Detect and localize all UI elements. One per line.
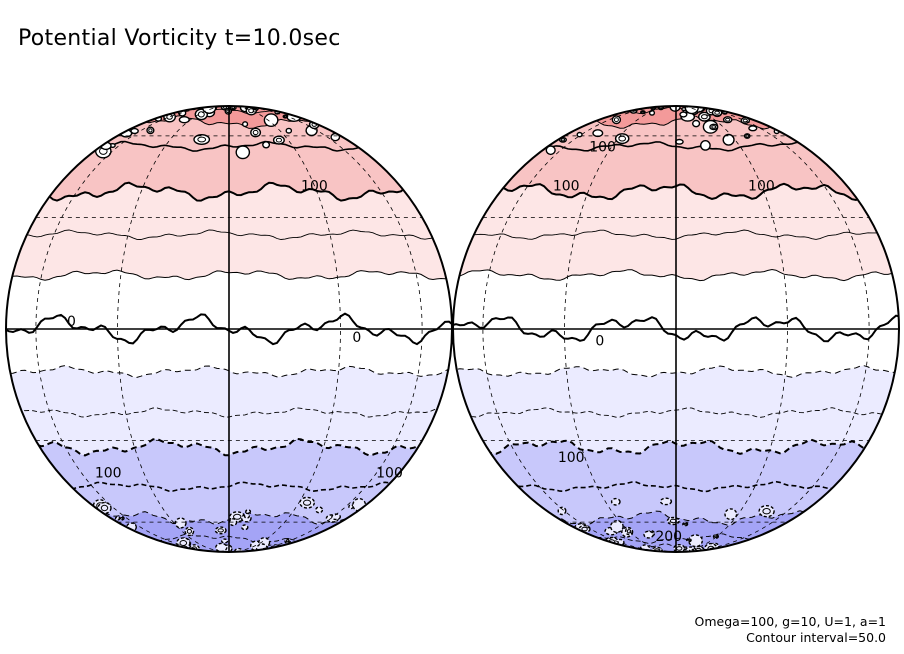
positive-eddy-contour [675, 138, 684, 145]
eddy-inner-contour [581, 526, 588, 532]
positive-eddy-contour [614, 133, 630, 145]
graticule-meridian [228, 106, 341, 552]
contour-value-label: 100 [376, 465, 403, 481]
eddy-inner-contour [217, 528, 224, 533]
contour-value-label: 100 [748, 179, 775, 195]
negative-eddy-contour [758, 505, 775, 518]
eddy-inner-contour [197, 136, 207, 143]
positive-eddy-contour [146, 126, 155, 135]
positive-eddy-contour [272, 135, 285, 145]
negative-eddy-contour [557, 506, 567, 516]
negative-eddy-contour [215, 542, 228, 552]
eddy-inner-contour [233, 513, 242, 520]
contour-value-label: 200 [655, 529, 682, 545]
positive-eddy-contour [262, 141, 271, 149]
eddy-inner-contour [252, 129, 259, 136]
eddy-inner-contour [711, 125, 717, 129]
negative-eddy-contour [643, 530, 654, 539]
eddy-inner-contour [148, 128, 153, 133]
negative-eddy-contour [666, 516, 680, 526]
positive-eddy-contour [679, 111, 688, 118]
negative-eddy-contour [315, 506, 324, 514]
globe-right-labels: 100 100 100 0 100 200 [553, 139, 775, 545]
contour-value-label: 0 [67, 314, 76, 330]
contour-value-label: 100 [301, 179, 328, 195]
globe-left-axes [6, 106, 452, 552]
negative-eddy-contour [659, 497, 673, 506]
eddy-inner-contour [179, 540, 188, 546]
eddy-inner-contour [701, 114, 708, 120]
negative-eddy-contour [243, 512, 251, 519]
negative-eddy-contour [688, 534, 704, 548]
contour-value-label: 100 [95, 465, 122, 481]
eddy-inner-contour [762, 508, 771, 515]
eddy-inner-contour [641, 111, 645, 114]
positive-eddy-contour [722, 133, 735, 146]
eddy-inner-contour [725, 117, 731, 122]
contour-value-label: 100 [558, 450, 585, 466]
eddy-inner-contour [687, 539, 691, 542]
positive-eddy-contour [748, 125, 758, 132]
positive-eddy-contour [691, 119, 701, 128]
negative-eddy-contour [221, 538, 229, 544]
positive-eddy-contour [545, 145, 556, 156]
eddy-inner-contour [248, 108, 255, 114]
negative-eddy-contour [175, 537, 191, 549]
eddy-inner-contour [100, 504, 109, 512]
contour-value-label: 0 [595, 334, 604, 350]
negative-eddy-contour [245, 509, 252, 514]
eddy-inner-contour [683, 523, 687, 526]
eddy-inner-contour [186, 528, 192, 534]
positive-eddy-contour [178, 115, 190, 124]
parameters-line: Omega=100, g=10, U=1, a=1 [694, 614, 886, 629]
plot-title: Potential Vorticity t=10.0sec [18, 26, 341, 51]
eddy-inner-contour [119, 517, 124, 520]
positive-eddy-contour [611, 115, 622, 125]
negative-eddy-contour [174, 517, 187, 529]
positive-eddy-contour [250, 127, 262, 138]
negative-eddy-contour [214, 526, 227, 535]
positive-eddy-contour [285, 127, 293, 134]
positive-eddy-contour [700, 139, 711, 151]
contour-value-label: 100 [553, 179, 580, 195]
positive-eddy-contour [242, 121, 249, 128]
negative-eddy-contour [299, 496, 315, 509]
eddy-inner-contour [303, 499, 312, 506]
positive-eddy-contour [235, 145, 251, 160]
contour-interval-line: Contour interval=50.0 [746, 630, 886, 645]
negative-eddy-contour [184, 526, 195, 537]
globe-right-outline [452, 105, 900, 553]
eddy-inner-contour [626, 529, 632, 534]
positive-eddy-contour [263, 113, 279, 128]
globe-left: 100 0 0 100 100 [5, 105, 453, 553]
globe-left-labels: 100 0 0 100 100 [67, 179, 403, 482]
negative-eddy-contour [610, 520, 624, 534]
eddy-inner-contour [275, 137, 282, 143]
eddy-inner-contour [742, 118, 748, 123]
positive-eddy-contour [709, 123, 719, 131]
negative-eddy-contour [241, 524, 249, 531]
contour-value-label: 100 [589, 139, 616, 155]
positive-eddy-contour [722, 116, 733, 124]
contour-value-label: 0 [352, 330, 361, 346]
negative-eddy-contour [610, 497, 621, 506]
graticule-meridian [564, 106, 677, 552]
eddy-inner-contour [613, 117, 619, 123]
positive-eddy-contour [592, 129, 604, 138]
eddy-inner-contour [560, 138, 566, 142]
globe-right-axes [453, 106, 899, 552]
graticule-meridian [117, 106, 230, 552]
globe-right: 100 100 100 0 100 200 [452, 105, 900, 553]
graticule-meridian [675, 106, 788, 552]
positive-eddy-contour [193, 133, 211, 145]
parameters-caption: Omega=100, g=10, U=1, a=1 Contour interv… [695, 614, 886, 646]
negative-eddy-contour [724, 508, 738, 521]
